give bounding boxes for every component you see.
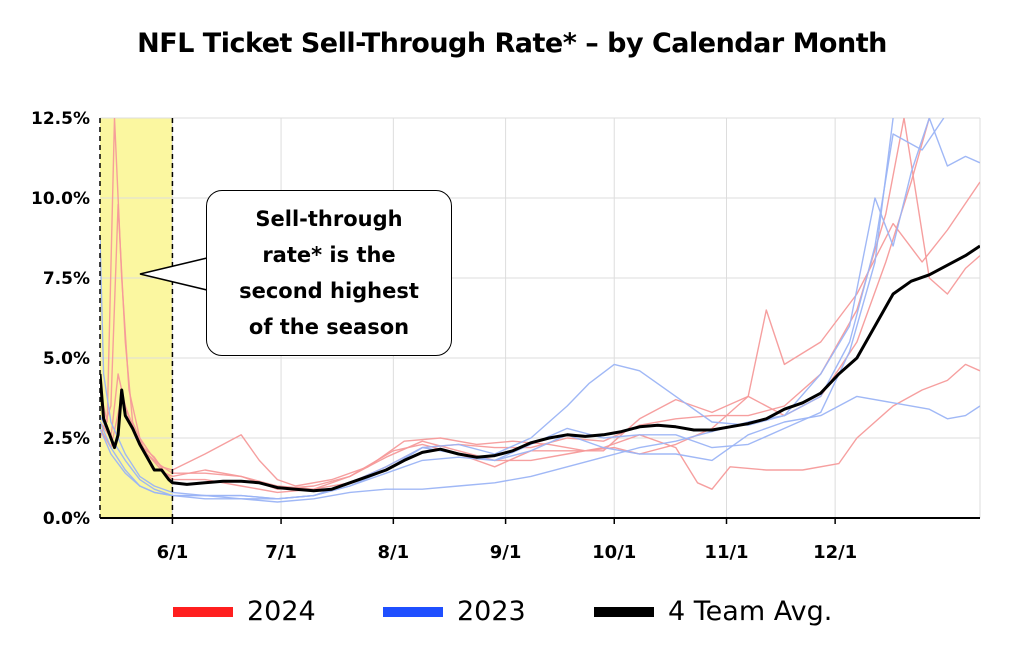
y-tick-label: 7.5% [43,269,90,289]
x-tick-label: 8/1 [378,542,410,563]
y-tick-label: 2.5% [43,429,90,449]
background-layer [100,118,173,518]
legend-label-2023: 2023 [457,596,526,627]
x-tick-label: 11/1 [704,542,748,563]
series-line-2023 [100,118,980,500]
x-tick-label: 12/1 [813,542,857,563]
chart-title: NFL Ticket Sell-Through Rate* – by Calen… [137,28,887,59]
annotation-text: Sell-through rate* is the second highest… [239,207,419,339]
legend-swatch-avg [594,606,654,617]
legend-swatch-2024 [173,606,233,617]
tick-label-layer: 0.0% 2.5% 5.0% 7.5% 10.0% 12.5% 6/1 7/1 8/1 9/1 10… [31,109,857,563]
series-line-2023 [100,395,980,500]
legend-label-avg: 4 Team Avg. [668,596,833,627]
x-tick-label: 10/1 [592,542,636,563]
axis-layer [99,118,980,524]
y-tick-label: 5.0% [43,349,90,369]
annotation-callout: Sell-through rate* is the second highest… [206,190,452,356]
highlight-region [100,118,173,518]
x-tick-label: 7/1 [265,542,297,563]
series-layer [100,118,980,503]
legend-item-avg: 4 Team Avg. [594,596,832,627]
y-tick-label: 0.0% [43,509,90,529]
y-tick-label: 12.5% [31,109,90,129]
series-line-avg [100,244,980,493]
series-line-2024 [100,363,980,490]
x-tick-label: 9/1 [490,542,522,563]
y-tick-label: 10.0% [31,189,90,209]
x-tick-label: 6/1 [157,542,189,563]
legend-label-2024: 2024 [247,596,316,627]
series-line-2023 [100,118,945,503]
legend-item-2024: 2024 [173,596,316,627]
legend-item-2023: 2023 [383,596,526,627]
series-line-2023 [100,118,894,500]
legend-swatch-2023 [383,606,443,617]
